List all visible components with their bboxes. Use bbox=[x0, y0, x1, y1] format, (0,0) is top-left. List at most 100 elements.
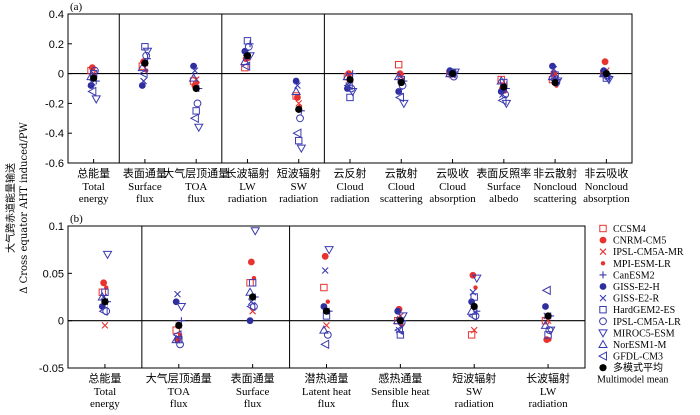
point-hardgem2-es bbox=[101, 288, 109, 296]
category-label-en: LW radiation bbox=[529, 386, 569, 410]
point-multimodel-mean bbox=[322, 307, 331, 315]
legend-marker bbox=[599, 248, 607, 256]
category-label-zh: 表面通量 bbox=[231, 371, 275, 385]
point-noresm1-m bbox=[319, 325, 329, 334]
legend-marker bbox=[599, 271, 607, 279]
point-cnrm-cm5 bbox=[294, 94, 301, 101]
category-label-zh: 云散射 bbox=[385, 166, 418, 180]
point-cnrm-cm5 bbox=[345, 70, 353, 77]
point-cnrm-cm5 bbox=[601, 58, 609, 66]
legend-label: IPSL-CM5A-MR bbox=[613, 247, 684, 258]
point-miroc5-esm bbox=[91, 95, 102, 104]
y-tick-label: 0.4 bbox=[49, 9, 64, 21]
legend-marker bbox=[598, 329, 608, 338]
point-gfdl-cm3 bbox=[343, 80, 353, 91]
point-gfdl-cm3 bbox=[292, 128, 302, 139]
point-multimodel-mean bbox=[544, 312, 552, 320]
point-ccsm4 bbox=[394, 60, 403, 69]
point-hardgem2-es bbox=[470, 293, 478, 301]
point-ipsl-cm5a-lr bbox=[176, 340, 184, 349]
category-label-en: Surface flux bbox=[128, 181, 162, 205]
category-label-en: Cloud radiation bbox=[330, 181, 370, 205]
point-giss-e2-r bbox=[294, 82, 301, 89]
point-giss-e2-h bbox=[87, 82, 95, 89]
point-miroc5-esm bbox=[250, 227, 261, 236]
legend-marker bbox=[597, 351, 607, 361]
point-multimodel-mean bbox=[175, 321, 183, 329]
category-label-en: Surface albedo bbox=[487, 181, 521, 205]
category-label-en: SW radiation bbox=[455, 386, 495, 410]
point-multimodel-mean bbox=[551, 78, 559, 87]
point-hardgem2-es bbox=[192, 107, 200, 115]
point-giss-e2-r bbox=[191, 67, 199, 75]
y-tick-label: 0 bbox=[58, 69, 64, 81]
legend-marker bbox=[599, 224, 607, 233]
point-hardgem2-es bbox=[248, 279, 257, 287]
point-gfdl-cm3 bbox=[497, 95, 507, 106]
category-label-zh: 短波辐射 bbox=[277, 166, 321, 180]
category-label-zh: 长波辐射 bbox=[225, 166, 269, 180]
point-noresm1-m bbox=[188, 73, 199, 82]
category-label-zh: 云吸收 bbox=[436, 166, 469, 180]
panel-label: (b) bbox=[70, 213, 83, 225]
point-multimodel-mean bbox=[243, 52, 252, 60]
legend-marker bbox=[599, 306, 607, 314]
category-label-zh: 表面反照率 bbox=[476, 166, 531, 180]
point-cnrm-cm5 bbox=[88, 64, 96, 72]
point-ipsl-cm5a-lr bbox=[323, 330, 332, 339]
y-tick-label: -0.2 bbox=[45, 98, 64, 110]
point-cnrm-cm5 bbox=[100, 279, 108, 287]
point-gfdl-cm3 bbox=[138, 68, 148, 79]
point-hardgem2-es bbox=[544, 331, 552, 339]
category-label-en: Cloud scattering bbox=[380, 181, 423, 205]
point-miroc5-esm bbox=[471, 274, 482, 284]
point-ipsl-cm5a-mr bbox=[470, 326, 478, 334]
legend-label: CCSM4 bbox=[613, 224, 646, 235]
point-multimodel-mean bbox=[101, 298, 109, 306]
legend-label: IPSL-CM5A-LR bbox=[613, 317, 681, 328]
point-noresm1-m bbox=[496, 76, 507, 85]
legend-marker bbox=[599, 294, 607, 302]
y-tick-label: 0.2 bbox=[49, 39, 64, 51]
legend-label: GISS-E2-R bbox=[613, 294, 659, 305]
point-multimodel-mean bbox=[192, 84, 200, 93]
category-label-zh: 感热通量 bbox=[378, 372, 422, 385]
point-canesm2 bbox=[349, 70, 357, 78]
point-giss-e2-h bbox=[172, 298, 180, 306]
legend-label: 多模式平均 bbox=[613, 361, 663, 374]
point-gfdl-cm3 bbox=[320, 339, 330, 350]
category-label-zh: 大气层顶通量 bbox=[146, 371, 212, 385]
point-noresm1-m bbox=[547, 71, 558, 81]
y-tick-label: -0.6 bbox=[45, 158, 64, 170]
point-gfdl-cm3 bbox=[98, 306, 108, 317]
legend-marker bbox=[600, 261, 606, 266]
point-noresm1-m bbox=[171, 334, 182, 344]
point-giss-e2-r bbox=[396, 88, 404, 95]
point-noresm1-m bbox=[291, 86, 301, 95]
point-ipsl-cm5a-lr bbox=[91, 66, 99, 75]
point-gfdl-cm3 bbox=[393, 325, 404, 335]
point-ccsm4 bbox=[320, 283, 328, 292]
legend-marker bbox=[599, 236, 607, 244]
point-giss-e2-r bbox=[321, 267, 329, 274]
point-gfdl-cm3 bbox=[541, 285, 551, 296]
legend-marker bbox=[599, 364, 607, 372]
category-label-zh: 短波辐射 bbox=[452, 371, 496, 385]
category-label-zh: 长波辐射 bbox=[526, 371, 570, 385]
point-ipsl-cm5a-lr bbox=[193, 99, 202, 108]
point-giss-e2-h bbox=[246, 317, 254, 325]
point-giss-e2-r bbox=[550, 65, 558, 73]
point-miroc5-esm bbox=[102, 250, 113, 260]
point-cnrm-cm5 bbox=[396, 70, 404, 77]
point-multimodel-mean bbox=[500, 83, 508, 91]
legend-marker bbox=[599, 317, 607, 326]
legend-label: NorESM1-M bbox=[613, 340, 666, 351]
point-hardgem2-es bbox=[141, 43, 149, 51]
point-noresm1-m bbox=[540, 320, 551, 329]
legend-label: GFDL-CM3 bbox=[613, 352, 663, 363]
point-ipsl-cm5a-lr bbox=[244, 42, 253, 51]
legend-marker bbox=[598, 339, 608, 348]
point-giss-e2-h bbox=[549, 62, 556, 70]
